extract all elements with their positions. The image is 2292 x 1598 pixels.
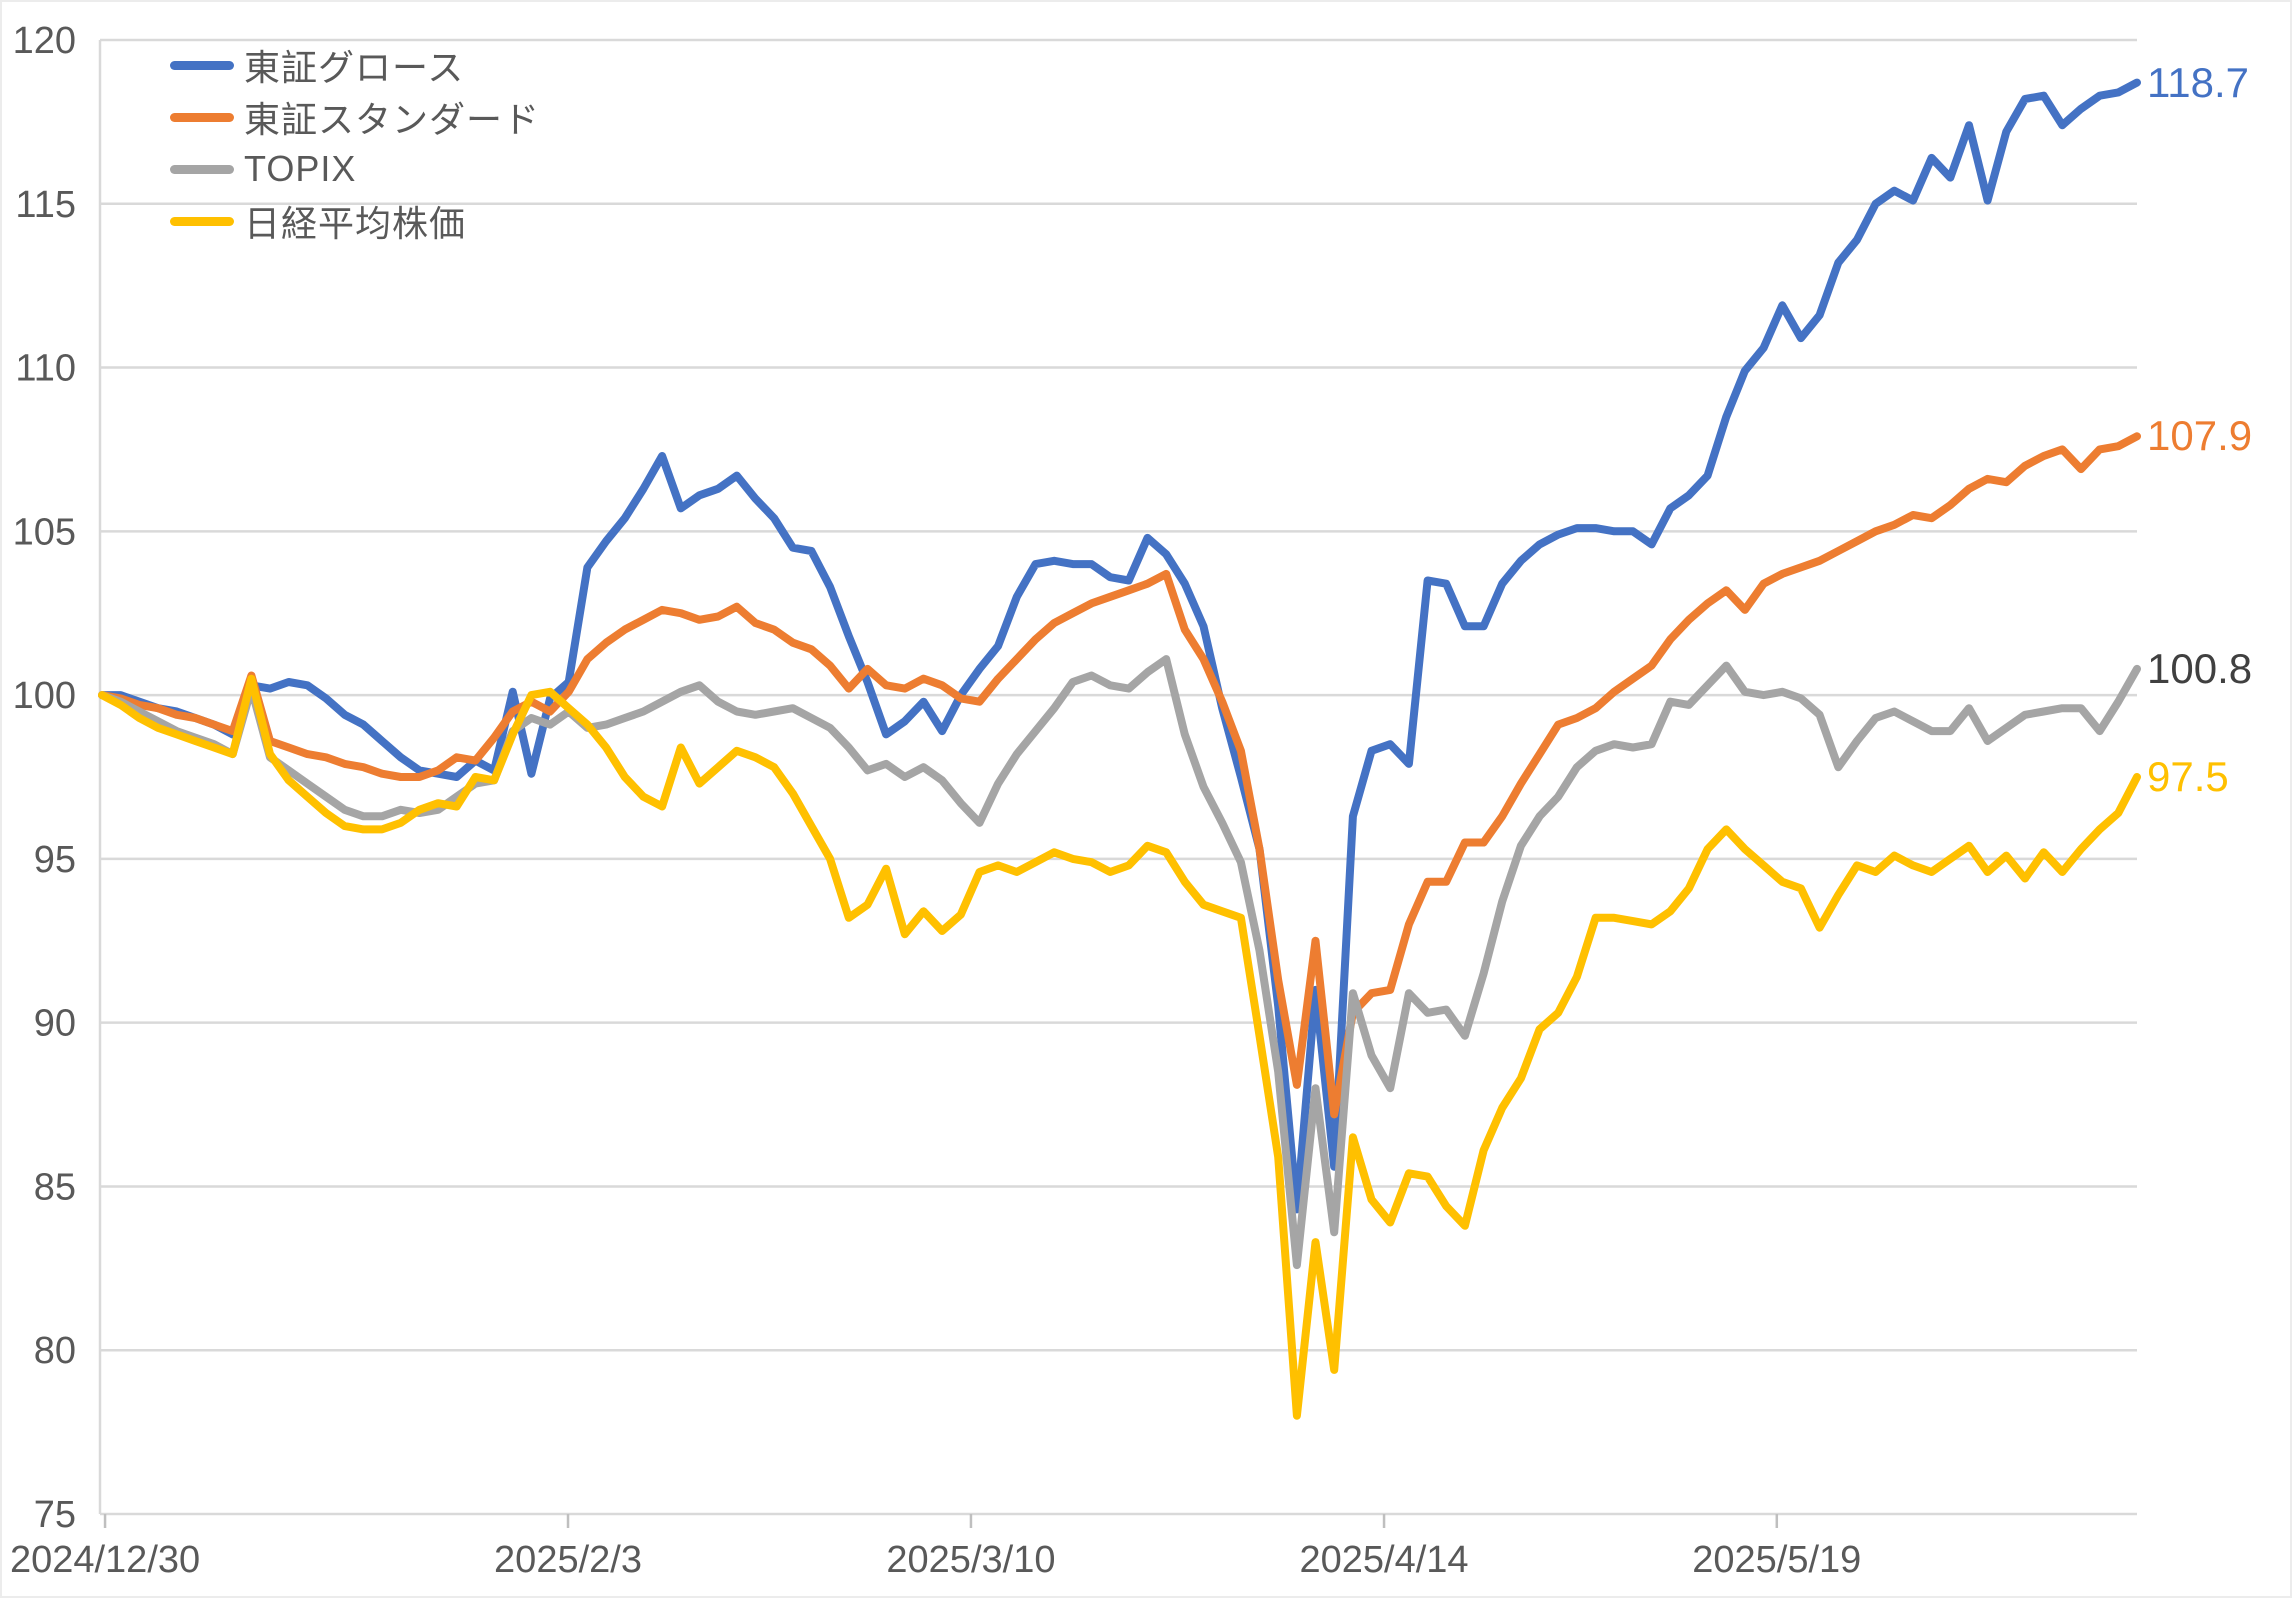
data-label-tse-growth: 118.7 [2147, 58, 2249, 106]
y-tick-label-85: 85 [34, 1166, 76, 1208]
legend-item-tse-growth: 東証グロース [170, 46, 540, 88]
data-label-nikkei225: 97.5 [2147, 753, 2229, 800]
x-tick-label-2: 2025/3/10 [886, 1539, 1055, 1581]
x-tick-label-1: 2025/2/3 [494, 1539, 642, 1581]
legend-label-nikkei225: 日経平均株価 [244, 203, 467, 244]
y-tick-label-115: 115 [15, 184, 76, 226]
x-tick-label-3: 2025/4/14 [1300, 1539, 1469, 1581]
series-line-topix [98, 655, 2141, 1270]
y-tick-label-110: 110 [15, 348, 76, 390]
series-line-tse-standard [98, 432, 2141, 1119]
legend-item-topix: TOPIX [170, 148, 540, 189]
y-tick-label-120: 120 [13, 20, 76, 62]
legend-label-tse-standard: 東証スタンダード [244, 99, 541, 140]
y-tick-label-90: 90 [34, 1003, 76, 1045]
series-line-nikkei225 [98, 674, 2141, 1420]
legend-line-swatch-tse-growth [170, 60, 234, 70]
chart-legend: 東証グロース 東証スタンダード TOPIX 日経平均株価 [170, 46, 540, 244]
data-label-tse-standard: 107.9 [2147, 412, 2253, 460]
series-line-tse-growth [98, 78, 2141, 1214]
legend-item-tse-standard: 東証スタンダード [170, 98, 540, 140]
legend-label-tse-growth: 東証グロース [244, 47, 465, 88]
x-tick-label-4: 2025/5/19 [1692, 1539, 1861, 1581]
y-tick-label-105: 105 [13, 511, 76, 553]
x-tick-label-0: 2024/12/30 [10, 1539, 200, 1581]
legend-line-swatch-tse-standard [170, 112, 234, 122]
legend-item-nikkei225: 日経平均株価 [170, 202, 540, 244]
y-tick-label-75: 75 [34, 1494, 76, 1536]
legend-line-swatch-nikkei225 [170, 216, 234, 226]
data-label-topix: 100.8 [2147, 644, 2253, 692]
legend-label-topix: TOPIX [244, 148, 357, 189]
legend-line-swatch-topix [170, 164, 234, 174]
y-tick-label-95: 95 [34, 839, 76, 881]
y-tick-label-80: 80 [34, 1330, 76, 1372]
y-tick-label-100: 100 [13, 675, 76, 717]
